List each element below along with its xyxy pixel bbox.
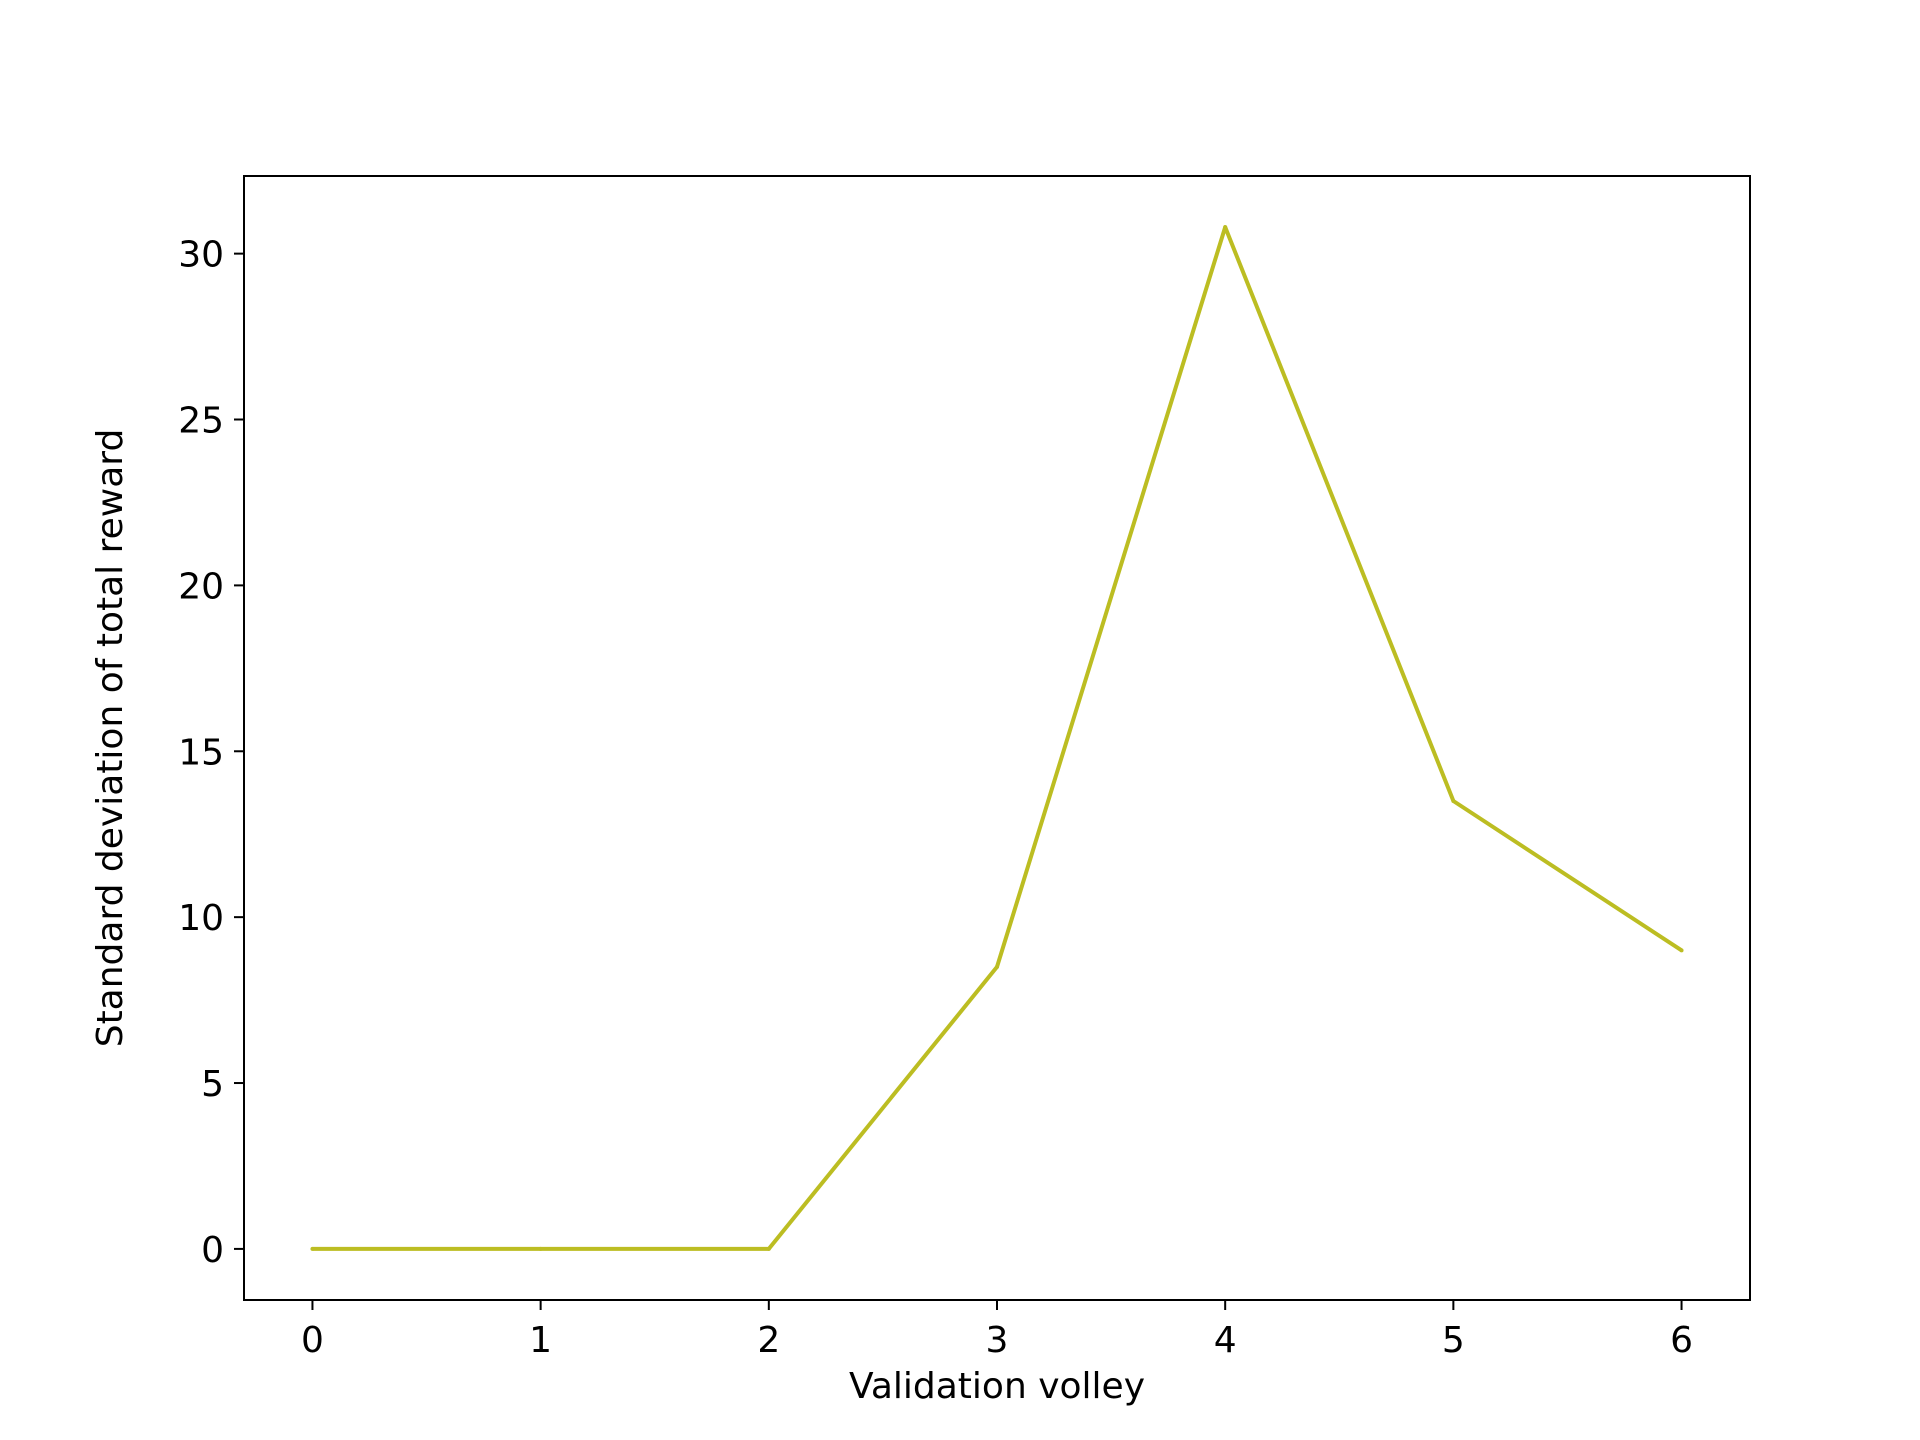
y-tick-label: 15	[178, 732, 224, 773]
y-tick-label: 30	[178, 235, 224, 276]
x-axis-title: Validation volley	[849, 1366, 1145, 1407]
x-tick-label: 1	[529, 1320, 552, 1361]
data-point	[538, 1246, 543, 1251]
y-tick-label: 5	[201, 1064, 224, 1105]
plot-area	[310, 225, 1684, 1251]
x-tick-label: 4	[1214, 1320, 1237, 1361]
data-point	[766, 1246, 771, 1251]
y-axis-ticks: 0 5 10 15 20 25 30	[178, 235, 244, 1271]
x-tick-label: 0	[301, 1320, 324, 1361]
x-tick-label: 3	[986, 1320, 1009, 1361]
y-tick-label: 25	[178, 401, 224, 442]
data-point	[1679, 948, 1684, 953]
x-tick-label: 2	[757, 1320, 780, 1361]
data-point	[1223, 225, 1228, 230]
y-tick-label: 10	[178, 898, 224, 939]
y-tick-label: 20	[178, 566, 224, 607]
y-axis-title: Standard deviation of total reward	[90, 429, 131, 1048]
y-tick-label: 0	[201, 1230, 224, 1271]
x-axis-ticks: 0 1 2 3 4 5 6	[301, 1300, 1693, 1361]
plot-frame	[243, 175, 1751, 1301]
data-point	[310, 1246, 315, 1251]
data-point	[1451, 799, 1456, 804]
data-point	[995, 964, 999, 969]
x-tick-label: 6	[1670, 1320, 1693, 1361]
x-tick-label: 5	[1442, 1320, 1465, 1361]
